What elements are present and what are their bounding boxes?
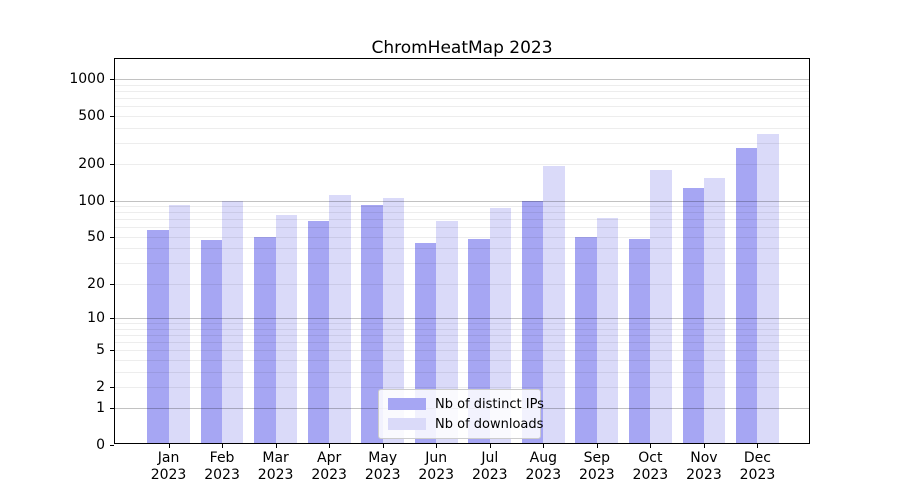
x-tick-mark-feb	[222, 444, 224, 448]
x-tick-mark-jan	[168, 444, 170, 448]
bar-aug-s0	[521, 201, 544, 443]
legend-swatch-distinct-ips	[388, 398, 426, 410]
y-tick-mark-2	[110, 386, 114, 388]
y-tick-mark-1	[110, 408, 114, 410]
y-tick-label-10: 10	[87, 310, 105, 327]
bar-apr-s1	[329, 194, 351, 443]
bar-jan-s1	[168, 204, 190, 443]
y-tick-label-500: 500	[78, 107, 105, 124]
x-tick-mark-dec	[757, 444, 759, 448]
x-tick-year-sep: 2023	[579, 467, 615, 483]
x-tick-label-jan: Jan 2023	[139, 450, 199, 484]
bar-oct-s0	[628, 239, 651, 443]
x-tick-label-may: May 2023	[353, 450, 413, 484]
bar-mar-s1	[275, 215, 297, 443]
ticks-layer: 0 1 2 5 10 20 50 100 200 500 1000 Jan 2023 Feb 2023 Mar…	[69, 59, 809, 483]
x-tick-label-nov: Nov 2023	[674, 450, 734, 484]
x-tick-label-dec: Dec 2023	[727, 450, 787, 484]
y-tick-mark-5	[110, 350, 114, 352]
x-tick-label-jun: Jun 2023	[406, 450, 466, 484]
x-tick-label-apr: Apr 2023	[299, 450, 359, 484]
x-tick-year-feb: 2023	[204, 467, 240, 483]
x-tick-year-oct: 2023	[632, 467, 669, 483]
x-tick-label-oct: Oct 2023	[620, 450, 680, 484]
x-tick-year-may: 2023	[364, 467, 401, 483]
x-tick-year-aug: 2023	[525, 467, 562, 483]
x-tick-label-feb: Feb 2023	[192, 450, 252, 484]
x-tick-year-dec: 2023	[739, 467, 776, 483]
x-tick-mark-apr	[329, 444, 331, 448]
x-tick-label-aug: Aug 2023	[513, 450, 573, 484]
y-tick-mark-10	[110, 318, 114, 320]
y-tick-mark-500	[110, 115, 114, 117]
bar-may-s0	[361, 204, 383, 443]
legend-item-downloads: Nb of downloads	[388, 416, 543, 432]
x-tick-mark-sep	[596, 444, 598, 448]
y-tick-mark-20	[110, 283, 114, 285]
y-tick-mark-50	[110, 236, 114, 238]
x-tick-year-jan: 2023	[150, 467, 187, 483]
y-tick-mark-1000	[110, 79, 114, 81]
chart-title: ChromHeatMap 2023	[371, 38, 553, 58]
x-tick-year-nov: 2023	[686, 467, 722, 483]
bar-may-s1	[382, 197, 405, 443]
y-tick-mark-0	[110, 445, 114, 446]
x-tick-year-jul: 2023	[471, 467, 508, 483]
bar-oct-s1	[650, 169, 672, 443]
bar-sep-s1	[596, 218, 619, 443]
legend: Nb of distinct IPs Nb of downloads	[378, 389, 544, 439]
x-tick-label-jul: Jul 2023	[460, 450, 520, 484]
x-tick-year-apr: 2023	[311, 467, 347, 483]
x-tick-mark-nov	[703, 444, 705, 448]
bar-nov-s1	[703, 178, 726, 443]
legend-label-downloads: Nb of downloads	[435, 416, 544, 432]
y-tick-label-1000: 1000	[69, 71, 105, 88]
bar-jun-s1	[436, 221, 458, 443]
y-tick-label-50: 50	[87, 228, 105, 245]
bar-dec-s1	[757, 133, 779, 443]
bar-mar-s0	[254, 237, 276, 443]
bar-sep-s0	[575, 237, 597, 443]
y-tick-label-2: 2	[96, 378, 105, 395]
bar-nov-s0	[682, 187, 704, 443]
legend-item-distinct-ips: Nb of distinct IPs	[388, 396, 544, 412]
x-tick-label-sep: Sep 2023	[567, 450, 627, 484]
x-tick-year-mar: 2023	[257, 467, 294, 483]
y-tick-label-200: 200	[78, 156, 105, 173]
y-tick-mark-200	[110, 164, 114, 166]
x-tick-mark-aug	[543, 444, 545, 448]
x-tick-mark-oct	[650, 444, 652, 448]
x-tick-year-jun: 2023	[418, 467, 455, 483]
legend-swatch-downloads	[388, 418, 426, 430]
bar-jul-s1	[489, 208, 512, 443]
bar-aug-s1	[543, 165, 565, 443]
y-tick-label-100: 100	[78, 192, 105, 209]
x-tick-mark-jun	[436, 444, 438, 448]
y-tick-label-1: 1	[96, 400, 105, 417]
x-tick-label-mar: Mar 2023	[246, 450, 306, 484]
legend-label-distinct-ips: Nb of distinct IPs	[435, 396, 544, 412]
x-tick-mark-mar	[275, 444, 277, 448]
y-tick-label-5: 5	[96, 342, 105, 359]
bar-feb-s1	[222, 200, 244, 443]
bar-jan-s0	[147, 229, 169, 443]
plot-area: 0 1 2 5 10 20 50 100 200 500 1000 Jan 2023 Feb 2023 Mar…	[69, 58, 810, 483]
x-tick-mark-jul	[489, 444, 491, 448]
y-tick-mark-100	[110, 200, 114, 202]
y-tick-label-0: 0	[96, 437, 105, 453]
y-tick-label-20: 20	[87, 275, 105, 292]
bar-dec-s0	[736, 148, 758, 443]
bar-apr-s0	[307, 221, 330, 443]
bar-feb-s0	[200, 240, 223, 443]
x-tick-mark-may	[382, 444, 384, 448]
